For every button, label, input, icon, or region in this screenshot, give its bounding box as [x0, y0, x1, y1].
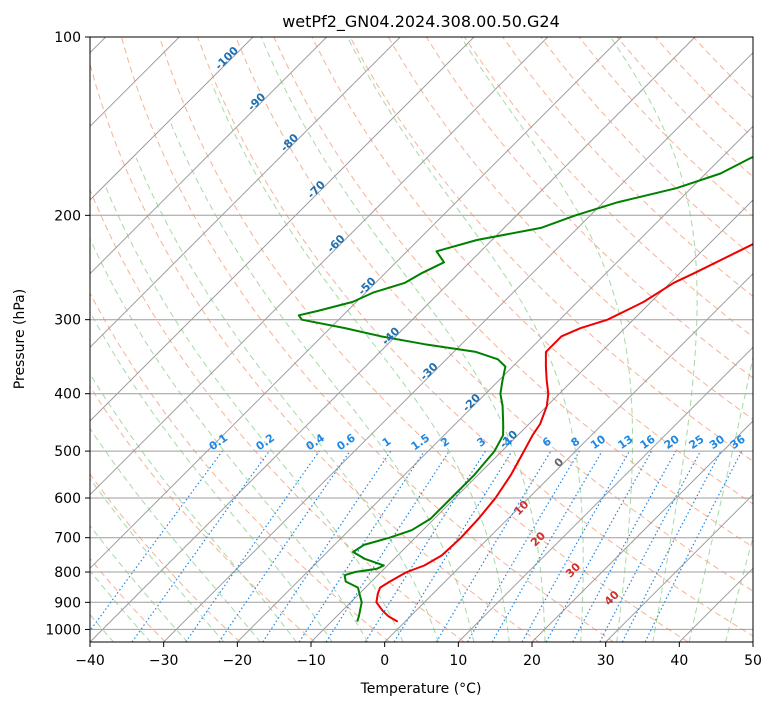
mixing-ratio-line	[90, 450, 223, 632]
dry-adiabat	[90, 385, 316, 642]
plot-frame	[89, 36, 754, 643]
x-tick-label: 10	[449, 653, 467, 669]
mixing-ratio-line	[262, 450, 392, 642]
isotherm-line	[90, 37, 622, 570]
moist-adiabat	[610, 37, 698, 642]
moist-adiabat	[90, 310, 333, 642]
isotherm-line	[457, 346, 753, 642]
mixing-ratio-line	[325, 450, 450, 642]
dry-adiabat	[159, 37, 689, 642]
x-axis: −40 −30 −20 −10 0 10 20 30 40 50	[75, 642, 762, 669]
y-tick-label: 500	[54, 444, 81, 460]
isotherm-line	[90, 37, 254, 201]
y-axis: 100 200 300 400 500 600 700 800 900 1000	[45, 30, 90, 638]
mixing-ratio-line	[298, 450, 425, 642]
moist-adiabat	[460, 37, 633, 642]
moist-adiabat	[90, 372, 297, 642]
isotherm-line	[531, 420, 753, 642]
y-tick-label: 400	[54, 387, 81, 403]
x-tick-label: 0	[380, 653, 389, 669]
dry-adiabat	[425, 37, 753, 379]
isotherm-line	[310, 199, 753, 642]
moist-adiabat	[688, 355, 753, 642]
dewpoint-profile-line	[297, 155, 753, 622]
dry-adiabat	[311, 37, 753, 505]
y-tick-label: 700	[54, 531, 81, 547]
y-tick-label: 600	[54, 491, 81, 507]
moist-adiabat	[104, 185, 404, 642]
isotherm-line	[90, 37, 696, 642]
x-tick-label: −20	[223, 653, 253, 669]
isotherm-line	[90, 37, 475, 422]
x-tick-label: −10	[296, 653, 326, 669]
y-tick-label: 900	[54, 595, 81, 611]
isotherm-line	[163, 51, 753, 642]
plot-background	[90, 37, 753, 642]
x-tick-label: −40	[75, 653, 105, 669]
temperature-profile-line	[375, 243, 753, 623]
chart-title: wetPf2_GN04.2024.308.00.50.G24	[282, 12, 560, 32]
moist-adiabat	[90, 237, 369, 642]
isotherm-line	[236, 125, 753, 642]
mixing-ratio-line	[644, 450, 743, 642]
y-tick-label: 200	[54, 208, 81, 224]
dry-adiabat	[90, 188, 465, 642]
x-tick-label: 30	[597, 653, 615, 669]
mixing-ratio-line	[131, 450, 270, 642]
isotherm-line	[605, 493, 753, 642]
dry-adiabat	[502, 37, 753, 298]
isotherm-line	[90, 37, 549, 496]
mixing-ratio-line	[572, 450, 677, 642]
y-tick-label: 800	[54, 565, 81, 581]
isotherm-line	[752, 641, 753, 642]
dry-adiabat	[464, 37, 753, 338]
dry-adiabat	[387, 37, 753, 420]
moist-adiabat	[90, 477, 225, 642]
moist-adiabat	[90, 427, 261, 642]
mixing-ratio-line	[393, 450, 513, 642]
series-lines	[297, 155, 753, 623]
dry-adiabat	[235, 37, 753, 592]
dry-adiabat	[120, 37, 614, 642]
mixing-ratio-line	[185, 450, 320, 642]
isotherm-line	[384, 272, 753, 642]
dry-adiabat	[90, 473, 241, 642]
dry-adiabat	[90, 292, 390, 642]
x-tick-label: −30	[149, 653, 179, 669]
y-tick-label: 100	[54, 30, 81, 46]
x-tick-label: 20	[523, 653, 541, 669]
y-axis-title: Pressure (hPa)	[12, 289, 28, 389]
mixing-ratio-line	[218, 450, 351, 642]
y-tick-label: 1000	[45, 622, 81, 638]
moist-adiabat	[725, 535, 753, 642]
moist-adiabat	[211, 83, 510, 642]
mixing-ratio-line	[521, 450, 631, 642]
dry-adiabat	[273, 37, 753, 548]
x-axis-title: Temperature (°C)	[360, 681, 482, 697]
x-tick-label: 50	[744, 653, 762, 669]
moist-adiabat	[90, 570, 152, 642]
y-tick-label: 300	[54, 313, 81, 329]
isotherm-line	[90, 37, 328, 275]
dry-adiabat	[90, 62, 540, 642]
moist-adiabat	[346, 37, 584, 642]
x-tick-label: 40	[670, 653, 688, 669]
mixing-ratio-line	[545, 450, 653, 642]
moist-adiabat	[260, 37, 546, 642]
dry-adiabat	[349, 37, 753, 462]
isotherm-line	[90, 37, 401, 349]
moist-adiabat	[90, 524, 188, 642]
background-lines	[90, 37, 753, 642]
